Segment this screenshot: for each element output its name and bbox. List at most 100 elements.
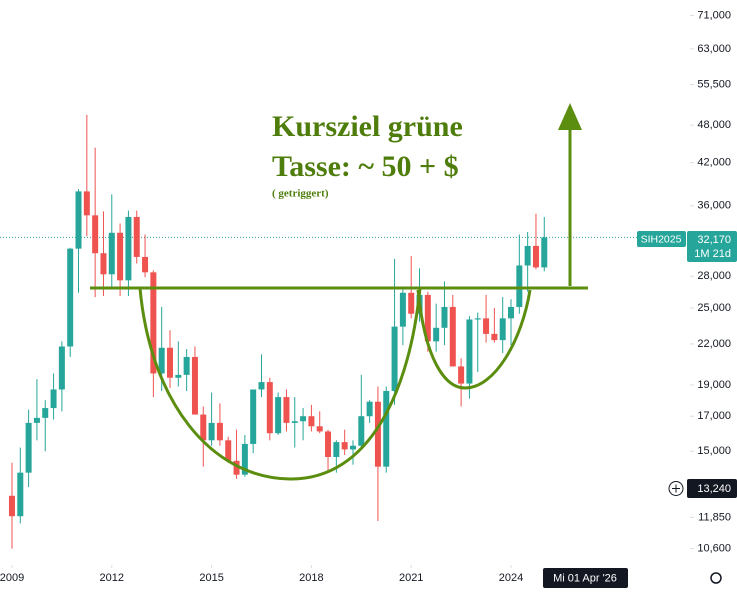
y-tick-label: 55,500: [697, 78, 731, 90]
y-tick-label: 22,000: [697, 338, 731, 350]
y-tick-label: 28,000: [697, 270, 731, 282]
y-tick-label: 11,850: [698, 511, 731, 523]
y-tick-label: 42,000: [697, 156, 731, 168]
y-tick-label: 48,000: [697, 119, 731, 131]
candle-body: [491, 333, 498, 341]
candle-body: [508, 306, 515, 319]
candle-body: [250, 389, 257, 444]
candle-body: [17, 472, 24, 517]
candle-body: [67, 248, 74, 347]
candle-body: [158, 347, 165, 374]
candle-body: [191, 356, 198, 415]
candle-body: [499, 318, 506, 341]
candle-body: [133, 216, 140, 257]
candle-body: [92, 215, 99, 254]
candle-body: [117, 232, 124, 281]
drawing: [90, 125, 588, 481]
candle-body: [308, 416, 315, 427]
annotation: Tasse: ~ 50 + $: [272, 150, 459, 183]
candle-body: [83, 191, 90, 216]
crosshair-date-tag: [543, 568, 628, 588]
annotation: ( getriggert): [272, 188, 329, 200]
y-tick-label: 63,000: [697, 43, 731, 55]
candle-body: [424, 294, 431, 342]
candle-body: [208, 422, 215, 441]
candle-body: [75, 191, 82, 249]
candle-body: [399, 292, 406, 327]
candle-body: [233, 460, 240, 475]
x-tick-label: 2009: [0, 572, 24, 584]
candle-body: [483, 318, 490, 334]
candle-body: [333, 442, 340, 457]
crosshair-date: Mi 01 Apr '26: [553, 572, 617, 584]
candle-body: [374, 401, 381, 467]
candle-body: [167, 347, 174, 378]
y-tick-label: 25,000: [697, 302, 731, 314]
last-price-tag: [687, 231, 737, 262]
candle-body: [391, 326, 398, 391]
candle-body: [349, 445, 356, 450]
candle-body: [241, 443, 248, 475]
candle-body: [341, 442, 348, 450]
candle-body: [275, 397, 282, 434]
crosshair-tag: [687, 479, 737, 498]
candle-body: [216, 422, 223, 441]
x-tick-label: 2018: [299, 572, 323, 584]
candle-body: [408, 292, 415, 314]
candle-body: [33, 417, 40, 423]
candle-body: [383, 390, 390, 467]
candle-body: [291, 421, 298, 423]
y-tick-label: 10,600: [697, 543, 731, 555]
candle-body: [175, 374, 182, 378]
countdown: 1M 21d: [694, 248, 731, 260]
candle-body: [100, 253, 107, 275]
candle-body: [225, 440, 232, 461]
y-tick-label: 17,000: [697, 410, 731, 422]
last-price: 32,170: [697, 234, 731, 246]
candle-body: [150, 272, 157, 374]
candle-body: [441, 306, 448, 328]
candle-body: [524, 245, 531, 266]
x-tick-label: 2012: [100, 572, 124, 584]
x-tick-label: 2021: [399, 572, 423, 584]
candle-body: [200, 414, 207, 441]
candle-body: [125, 216, 132, 281]
y-tick-label: 19,000: [697, 379, 731, 391]
candle-body: [325, 431, 332, 457]
candle-body: [449, 306, 456, 367]
candle-body: [541, 237, 548, 268]
x-tick-label: 2024: [499, 572, 523, 584]
candle-body: [516, 265, 523, 307]
candle-body: [142, 256, 149, 273]
y-tick-label: 36,000: [697, 200, 731, 212]
x-tick-label: 2015: [199, 572, 223, 584]
candle-body: [458, 366, 465, 384]
y-tick-label: 71,000: [697, 9, 731, 21]
crosshair-price: 13,240: [697, 483, 731, 495]
candle-body: [433, 327, 440, 342]
candle-body: [108, 232, 115, 275]
symbol-tag: [637, 231, 686, 247]
candle-body: [283, 397, 290, 423]
y-tick-label: 15,000: [697, 445, 731, 457]
settings-icon[interactable]: [710, 572, 722, 584]
candle-body: [58, 346, 65, 390]
candle-body: [266, 382, 273, 434]
candle-body: [183, 356, 190, 375]
candle-body: [466, 319, 473, 384]
plus-icon: [672, 484, 680, 493]
arrow-head: [558, 103, 582, 130]
candle-body: [42, 408, 49, 418]
candle-body: [8, 495, 15, 517]
cup: [138, 287, 422, 481]
candle-body: [474, 318, 481, 320]
annotation: Kursziel grüne: [272, 110, 463, 143]
candle-body: [532, 245, 539, 268]
symbol: SIH2025: [641, 233, 682, 245]
candle-body: [366, 401, 373, 417]
candle-body: [358, 416, 365, 446]
candle-body: [300, 416, 307, 422]
handle: [416, 289, 532, 390]
candle-body: [316, 426, 323, 432]
